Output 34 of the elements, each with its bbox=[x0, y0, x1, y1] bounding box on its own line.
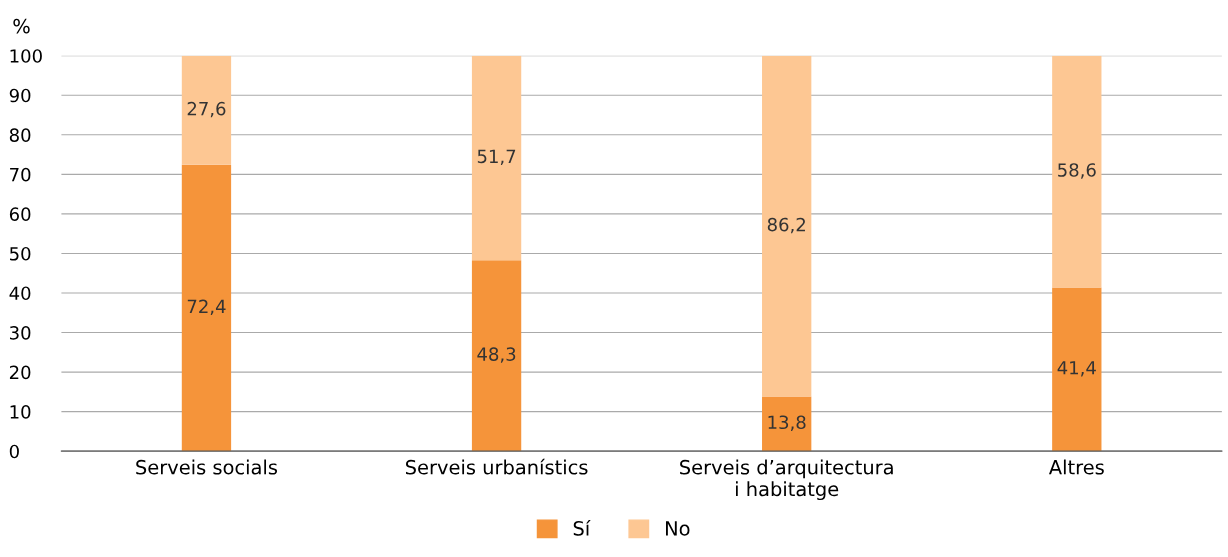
bar bbox=[181, 55, 232, 165]
bar bbox=[1052, 287, 1102, 452]
y-tick-label: 60 bbox=[9, 207, 31, 221]
y-tick-label: 50 bbox=[10, 246, 31, 261]
y-tick-label: 30 bbox=[10, 325, 31, 340]
x-tick-label: Altres bbox=[1048, 459, 1104, 475]
data-label: 58,6 bbox=[1058, 163, 1096, 179]
legend-label: No bbox=[666, 521, 690, 536]
x-tick-label: Serveis socials bbox=[136, 459, 278, 475]
y-axis-title: % bbox=[13, 18, 30, 34]
y-tick-label: 90 bbox=[9, 88, 31, 103]
data-label: 72,4 bbox=[187, 299, 226, 316]
y-tick-label: 70 bbox=[10, 167, 31, 182]
data-label: 13,8 bbox=[768, 415, 806, 431]
y-tick-label: 80 bbox=[9, 128, 31, 142]
y-tick-label: 10 bbox=[10, 405, 31, 419]
x-tick-label: Serveis urbanístics bbox=[405, 458, 588, 475]
bar bbox=[181, 164, 232, 452]
y-tick-label: 20 bbox=[9, 365, 31, 380]
data-label: 51,7 bbox=[477, 149, 516, 166]
x-tick-label: Serveis d’arquitectura i habitatge bbox=[680, 459, 893, 501]
data-label: 27,6 bbox=[187, 101, 226, 118]
bar bbox=[471, 260, 522, 452]
bar bbox=[762, 396, 812, 452]
bar bbox=[1052, 55, 1102, 288]
y-tick-label: 40 bbox=[9, 286, 31, 301]
data-label: 41,4 bbox=[1057, 361, 1096, 377]
legend-label: Sí bbox=[573, 519, 591, 536]
bar bbox=[471, 55, 522, 261]
data-label: 86,2 bbox=[767, 217, 805, 234]
data-label: 48,3 bbox=[477, 347, 516, 363]
y-tick-label: 0 bbox=[9, 444, 19, 459]
y-tick-label: 100 bbox=[10, 49, 42, 63]
bar bbox=[762, 55, 812, 397]
